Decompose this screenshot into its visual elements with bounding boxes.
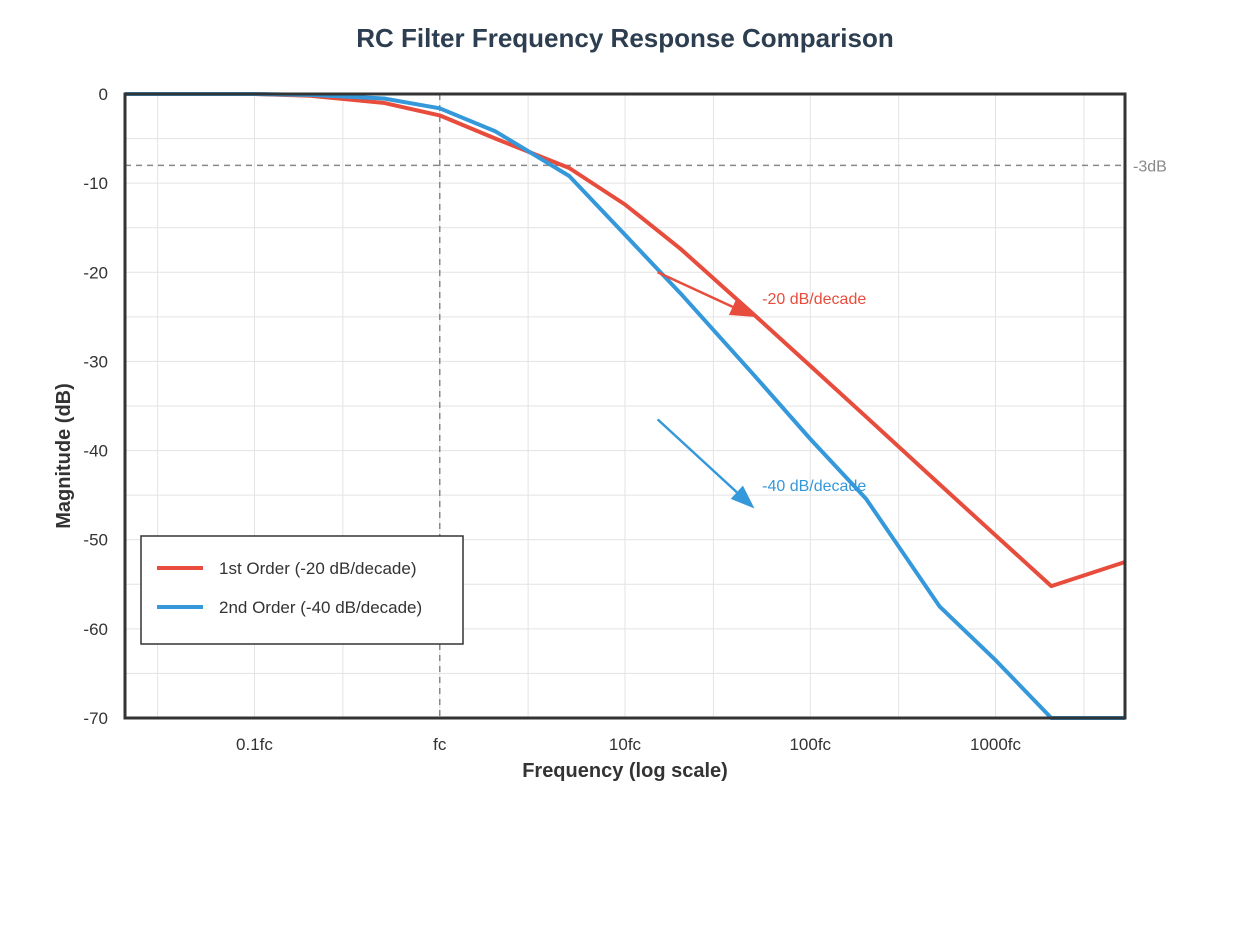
annotation-label-2: -40 dB/decade — [762, 478, 866, 495]
y-tick-label: -30 — [83, 352, 108, 371]
annotation-arrow-1 — [657, 271, 734, 308]
legend: 1st Order (-20 dB/decade) 2nd Order (-40 … — [140, 535, 464, 645]
y-tick-label: -50 — [83, 531, 108, 550]
annotation-arrow-2 — [656, 418, 738, 494]
chart-title: RC Filter Frequency Response Comparison — [356, 23, 893, 53]
legend-label-2: 2nd Order (-40 dB/decade) — [219, 598, 422, 617]
y-tick-label: 0 — [99, 85, 108, 104]
x-axis-label: Frequency (log scale) — [522, 760, 728, 782]
x-tick-label: 1000fc — [970, 735, 1022, 754]
y-tick-label: -40 — [83, 442, 108, 461]
annotation-label-1: -20 dB/decade — [762, 291, 866, 308]
y-tick-label: -20 — [83, 263, 108, 282]
x-tick-label: fc — [433, 735, 447, 754]
y-tick-label: -10 — [83, 174, 108, 193]
legend-label-1: 1st Order (-20 dB/decade) — [219, 559, 416, 578]
series-lines — [125, 92, 1126, 720]
y-tick-label: -60 — [83, 620, 108, 639]
legend-box — [140, 535, 464, 645]
y-tick-label: -70 — [83, 709, 108, 728]
series-line-1 — [125, 92, 1126, 589]
x-tick-label: 100fc — [789, 735, 831, 754]
reference-line-label: -3dB — [1133, 158, 1167, 175]
x-tick-label: 0.1fc — [236, 735, 273, 754]
x-tick-label: 10fc — [609, 735, 642, 754]
annotation-arrowhead-2 — [730, 485, 755, 509]
plot-frame — [123, 92, 1127, 720]
annotations: -20 dB/decade -40 dB/decade — [656, 271, 866, 509]
y-axis-ticks: 0 -10 -20 -30 -40 -50 -60 -70 — [83, 85, 108, 728]
annotation-arrowhead-1 — [728, 298, 755, 317]
series-line-2 — [125, 92, 1125, 720]
x-axis-ticks: 0.1fc fc 10fc 100fc 1000fc — [236, 735, 1021, 754]
y-axis-label: Magnitude (dB) — [53, 383, 75, 529]
